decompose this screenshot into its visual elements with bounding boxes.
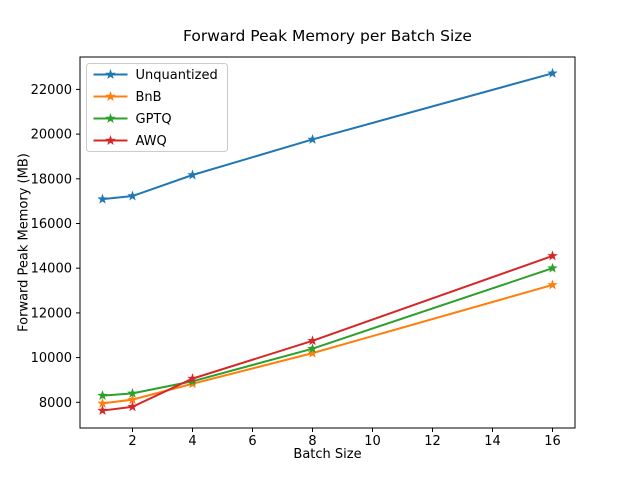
data-point-awq-x1	[97, 405, 108, 416]
data-point-unquantized-x4	[187, 169, 198, 180]
legend-item-awq: AWQ	[136, 134, 167, 149]
y-tick-label: 10000	[31, 351, 72, 366]
legend-box	[86, 63, 228, 152]
data-point-gptq-x1	[97, 390, 108, 401]
data-point-bnb-x2	[127, 394, 138, 405]
series-line-gptq	[102, 267, 553, 397]
data-point-awq-x8	[307, 335, 318, 346]
data-point-bnb-x16	[547, 279, 558, 290]
legend-item-gptq: GPTQ	[136, 112, 172, 127]
y-tick-label: 8000	[39, 396, 72, 411]
data-point-awq-x4	[187, 373, 198, 384]
data-point-awq-x2	[127, 401, 138, 412]
x-tick-label: 8	[308, 434, 316, 449]
plot-area-border	[79, 56, 576, 429]
y-tick-label: 18000	[31, 172, 72, 187]
legend-marker-unquantized	[105, 69, 116, 79]
x-tick-label: 14	[484, 434, 501, 449]
x-tick-label: 2	[128, 434, 136, 449]
data-point-gptq-x2	[127, 387, 138, 398]
data-point-unquantized-x8	[307, 133, 318, 144]
y-tick-label: 14000	[31, 262, 72, 277]
x-tick-label: 6	[248, 434, 256, 449]
y-tick-label: 12000	[31, 306, 72, 321]
y-axis-label: Forward Peak Memory (MB)	[16, 153, 32, 332]
legend-marker-bnb	[105, 91, 116, 101]
legend-marker-gptq	[105, 113, 116, 123]
data-point-unquantized-x16	[547, 67, 558, 78]
legend-item-bnb: BnB	[136, 90, 162, 105]
x-tick-label: 16	[544, 434, 561, 449]
chart-title: Forward Peak Memory per Batch Size	[183, 27, 472, 45]
series-line-awq	[102, 254, 553, 412]
data-point-awq-x16	[547, 250, 558, 261]
data-point-unquantized-x1	[97, 193, 108, 204]
x-tick-label: 10	[364, 434, 381, 449]
x-tick-label: 4	[188, 434, 196, 449]
legend-item-unquantized: Unquantized	[136, 68, 218, 83]
legend-marker-awq	[105, 135, 116, 145]
data-point-gptq-x8	[307, 343, 318, 354]
data-point-bnb-x1	[97, 397, 108, 408]
x-axis-label: Batch Size	[293, 447, 362, 462]
y-tick-label: 20000	[31, 128, 72, 143]
y-tick-label: 22000	[31, 83, 72, 98]
x-tick-label: 12	[424, 434, 441, 449]
data-point-bnb-x8	[307, 347, 318, 358]
data-point-gptq-x16	[547, 262, 558, 273]
y-tick-label: 16000	[31, 217, 72, 232]
data-point-unquantized-x2	[127, 190, 138, 201]
